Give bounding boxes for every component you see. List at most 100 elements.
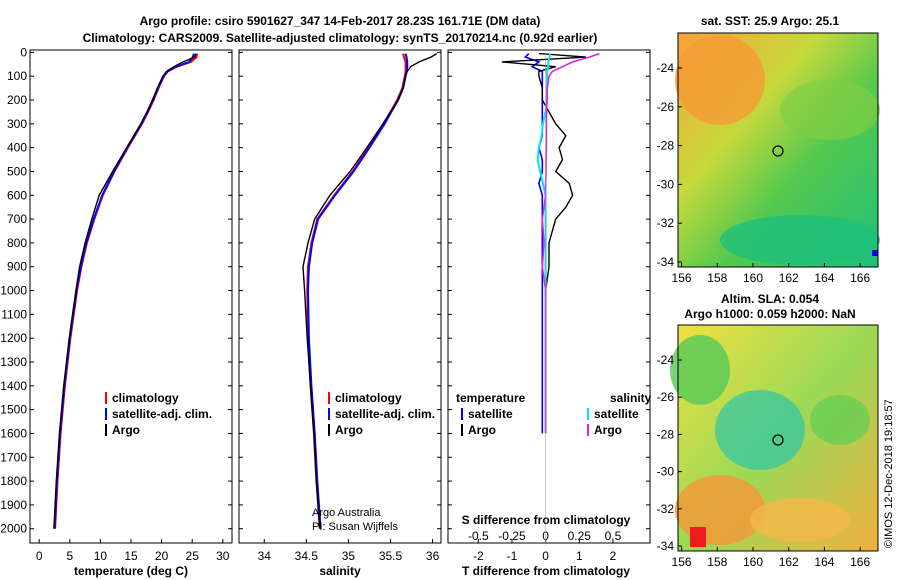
legend-label-argo: Argo (112, 423, 140, 437)
map-y-tick-label: -24 (657, 61, 675, 75)
map-y-tick-label: -24 (657, 353, 675, 367)
legend-label-t-argo: Argo (468, 423, 496, 437)
difference-legend-temperature: temperature satellite Argo (456, 391, 526, 437)
sla-map-axes: 156 158 160 162 164 166 -24 -26 -28 -30 -32 -34 (657, 353, 871, 569)
map-x-tick-label: 156 (672, 555, 692, 569)
x-tick-label: 34 (258, 549, 272, 563)
series-climatology (306, 53, 407, 529)
series-argo (302, 52, 438, 529)
depth-tick-label: 1400 (0, 379, 27, 393)
legend-label-satellite: satellite-adj. clim. (335, 407, 435, 421)
x-tick-label: -2 (473, 549, 484, 563)
depth-tick-label: 1200 (0, 331, 27, 345)
legend-label-satellite: satellite-adj. clim. (112, 407, 212, 421)
depth-tick-label: 2000 (0, 522, 27, 536)
legend-label-climatology: climatology (335, 391, 402, 405)
s-diff-tick-label: -0.5 (468, 529, 489, 543)
depth-tick-label: 1000 (0, 284, 27, 298)
map-y-tick-label: -26 (657, 100, 675, 114)
sst-cool-patch (720, 215, 880, 265)
t-difference-xlabel: T difference from climatology (462, 564, 630, 578)
sla-map (670, 324, 879, 552)
sla-green-patch-2 (810, 395, 870, 445)
figure-title-line1: Argo profile: csiro 5901627_347 14-Feb-2… (140, 14, 541, 28)
depth-tick-label: 0 (20, 45, 27, 59)
sla-green-patch-1 (670, 335, 730, 405)
difference-panel-frame (447, 49, 651, 544)
sst-argo-location (772, 145, 784, 157)
salinity-panel-frame (238, 49, 442, 544)
map-x-tick-label: 158 (707, 555, 727, 569)
depth-tick-label: 1800 (0, 474, 27, 488)
sst-map-axes: 156 158 160 162 164 166 -24 -26 -28 -30 -32 -34 (657, 61, 871, 285)
x-tick-label: 15 (124, 549, 138, 563)
x-tick-label: 0 (542, 549, 549, 563)
salinity-series (302, 52, 438, 529)
sst-map (675, 32, 880, 268)
map-y-tick-label: -30 (657, 465, 675, 479)
depth-tick-label: 400 (7, 141, 27, 155)
x-tick-label: 0 (36, 549, 43, 563)
x-tick-label: 36 (426, 549, 440, 563)
x-tick-label: 1 (576, 549, 583, 563)
sst-map-title: sat. SST: 25.9 Argo: 25.1 (701, 14, 840, 28)
argo-australia-note: Argo Australia (312, 507, 381, 519)
legend-label-s-satellite: satellite (594, 407, 639, 421)
depth-tick-label: 600 (7, 188, 27, 202)
salinity-legend: climatology satellite-adj. clim. Argo (328, 391, 435, 437)
x-tick-label: 10 (94, 549, 108, 563)
x-tick-label: 25 (186, 549, 200, 563)
salinity-xlabel: salinity (319, 564, 361, 578)
map-y-tick-label: -30 (657, 177, 675, 191)
map-y-tick-label: -26 (657, 390, 675, 404)
legend-label-t-satellite: satellite (468, 407, 513, 421)
x-tick-label: 35 (342, 549, 356, 563)
temperature-legend: climatology satellite-adj. clim. Argo (105, 391, 212, 437)
x-tick-label: 5 (66, 549, 73, 563)
map-y-tick-label: -32 (657, 216, 675, 230)
sst-green-patch (780, 80, 880, 140)
map-x-tick-label: 166 (850, 555, 870, 569)
sla-map-title-line2: Argo h1000: 0.059 h2000: NaN (684, 307, 855, 321)
series-satellite-adj-clim- (306, 53, 409, 529)
map-y-tick-label: -28 (657, 139, 675, 153)
salinity-x-axis: 34 34.5 35 35.5 36 (258, 539, 440, 563)
temperature-series (53, 53, 199, 529)
sst-warm-patch (675, 35, 765, 125)
map-x-tick-label: 158 (707, 271, 727, 285)
x-tick-label: 34.5 (295, 549, 319, 563)
depth-tick-label: 500 (7, 164, 27, 178)
map-x-tick-label: 162 (779, 271, 799, 285)
x-tick-label: 35.5 (379, 549, 403, 563)
depth-tick-label: 1700 (0, 450, 27, 464)
depth-tick-label: 1900 (0, 498, 27, 512)
x-tick-label: 30 (216, 549, 230, 563)
map-x-tick-label: 164 (814, 271, 834, 285)
temperature-xlabel: temperature (deg C) (74, 564, 188, 578)
s-diff-tick-label: -0.25 (498, 529, 526, 543)
sla-orange-patch (675, 475, 765, 545)
x-tick-label: -1 (507, 549, 518, 563)
map-x-tick-label: 156 (672, 271, 692, 285)
sla-cyan-patch (715, 390, 805, 470)
series-argo (53, 53, 197, 529)
s-diff-tick-label: 0.5 (605, 529, 622, 543)
map-x-tick-label: 162 (779, 555, 799, 569)
depth-tick-label: 200 (7, 93, 27, 107)
depth-tick-label: 300 (7, 117, 27, 131)
depth-tick-label: 1100 (1, 307, 27, 321)
map-y-tick-label: -34 (657, 539, 675, 553)
imos-credit: ©IMOS 12-Dec-2018 19:18:57 (883, 399, 895, 548)
series-t-satellite (523, 53, 544, 434)
map-y-tick-label: -32 (657, 502, 675, 516)
difference-legend-salinity: salinity satellite Argo (587, 391, 652, 437)
map-x-tick-label: 164 (814, 555, 834, 569)
sla-yellow-patch (750, 498, 850, 542)
sla-map-frame (677, 324, 879, 552)
map-y-tick-label: -34 (657, 255, 675, 269)
depth-tick-label: 1600 (0, 426, 27, 440)
s-diff-tick-label: 0.25 (568, 529, 592, 543)
map-y-tick-label: -28 (657, 427, 675, 441)
depth-axis: 0 100 200 300 400 500 600 700 800 900 1000 1100 1200… (0, 45, 650, 536)
